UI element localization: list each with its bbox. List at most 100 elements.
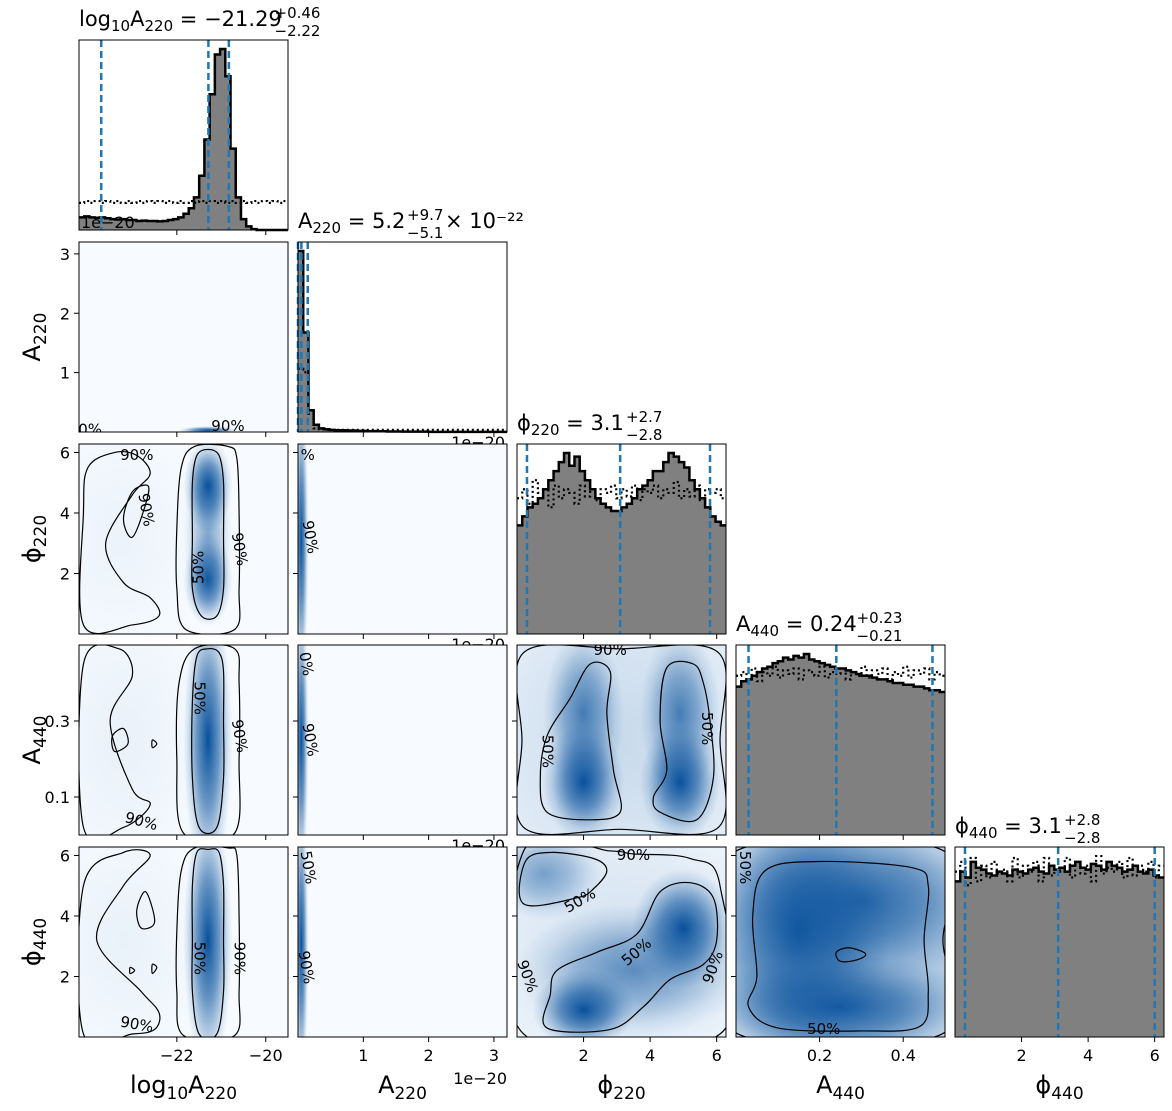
density-blob-3: [79, 444, 217, 634]
title-lower-err: −2.22: [275, 22, 321, 40]
contour-label-1: 90%: [295, 949, 319, 985]
y-axis-label-phi440: ϕ440: [18, 918, 51, 966]
y-tick-label: 6: [60, 443, 70, 462]
density-panel-log10A220-A440: 90%50%90%: [79, 645, 288, 835]
contour-label-1: 50%: [191, 942, 209, 975]
offset-label: 1e−20: [81, 213, 135, 232]
prior-step: [79, 199, 288, 204]
panel-frame: [735, 644, 946, 836]
title-suffix: × 10⁻²²: [445, 209, 524, 233]
contour-line-0: [747, 860, 930, 1032]
density-bg: [298, 645, 507, 835]
panel-bg: [79, 40, 288, 230]
contour-label-0: 50%: [807, 1020, 840, 1038]
panel-bg: [298, 242, 507, 432]
x-tick-label: 1: [358, 1046, 368, 1065]
param-title-log10A220: log10A220 = −21.29: [79, 7, 282, 35]
param-title-A220: A220 = 5.2: [298, 209, 405, 237]
density-blob-1: [79, 645, 222, 835]
param-title-A440: A440 = 0.24: [736, 612, 857, 640]
density-blob-0: [298, 645, 309, 835]
x-tick-label: 0.2: [807, 1046, 832, 1065]
offset-label: 1e−20: [453, 1069, 507, 1088]
y-tick-label: 1: [60, 364, 70, 383]
title-upper-err: +2.8: [1064, 811, 1100, 829]
x-tick-label: −20: [249, 1046, 283, 1065]
density-blob-0: [298, 847, 309, 1037]
density-bg: [298, 444, 507, 634]
y-tick-label: 2: [60, 967, 70, 986]
contour-line-2: [79, 450, 161, 634]
panel-frame: [954, 846, 1165, 1038]
title-upper-err: +0.46: [275, 4, 321, 22]
contour-line-2: [835, 947, 867, 963]
panel-frame: [78, 846, 289, 1038]
contour-line-1: [652, 660, 715, 823]
x-axis-label-phi440: ϕ440: [1035, 1071, 1083, 1104]
prior-step: [955, 854, 1164, 887]
contour-line-1: [518, 851, 608, 907]
prior-step: [736, 665, 945, 683]
density-panel-log10A220-phi440: 90% 50% 90%: [79, 847, 288, 1037]
hist-panel-phi440: ϕ440 = 3.1 +2.8−2.8: [954, 811, 1165, 1042]
contour-line-1: [736, 847, 945, 1037]
panel-frame: [297, 241, 508, 433]
y-tick-label: 6: [60, 846, 70, 865]
contour-label-1: 50%: [191, 682, 209, 715]
x-tick-label: 2: [1016, 1046, 1026, 1065]
posterior-step: [79, 47, 288, 232]
title-lower-err: −0.21: [857, 627, 903, 645]
density-blob-1: [79, 847, 222, 1037]
density-blob-4: [517, 645, 726, 835]
density-panel-log10A220-phi220: 90% 90% 50% 90%: [79, 444, 288, 634]
contour-label-1: 90%: [298, 519, 322, 555]
contour-line-3: [111, 727, 129, 753]
posterior-fill: [517, 453, 726, 634]
contour-label-1: 50%: [736, 851, 754, 884]
y-tick-label: 3: [60, 245, 70, 264]
contour-line-0: [191, 448, 225, 620]
title-upper-err: +9.7: [407, 206, 443, 224]
panel-frame: [297, 443, 508, 635]
panel-frame: [78, 39, 289, 231]
contour-label-1: 90%: [298, 722, 322, 758]
density-blob-0: [178, 426, 238, 432]
panel-frame: [735, 846, 946, 1038]
title-upper-err: +0.23: [857, 609, 903, 627]
prior-step: [517, 479, 726, 509]
contour-line-1: [175, 645, 241, 835]
panel-frame: [78, 644, 289, 836]
contour-line-2: [79, 645, 151, 835]
contour-label-2: 90%: [231, 942, 249, 975]
x-tick-label: 6: [712, 1046, 722, 1065]
prior-step: [298, 367, 507, 431]
hist-panel-log10A220: log10A220 = −21.29+0.46−2.22: [78, 4, 321, 235]
y-tick-label: 0.3: [45, 712, 70, 731]
contour-line-0: [191, 647, 225, 835]
contour-line-1: [175, 847, 241, 1037]
density-panel-A220-phi440: 50% 90%: [295, 847, 507, 1037]
param-title-phi220: ϕ220 = 3.1: [517, 411, 624, 439]
panel-frame: [78, 241, 289, 433]
contour-line-0: [542, 881, 719, 1033]
density-bg: [298, 847, 507, 1037]
x-axis-label-phi220: ϕ220: [597, 1071, 645, 1104]
posterior-step: [736, 652, 945, 694]
contour-label-1: 0%: [78, 421, 102, 439]
density-panel-log10A220-A220: 90% 0%: [78, 242, 288, 439]
x-tick-label: 0.4: [890, 1046, 915, 1065]
density-panel-A440-phi440: 50% 50%: [736, 847, 945, 1038]
x-tick-label: 4: [1083, 1046, 1093, 1065]
title-lower-err: −5.1: [407, 224, 443, 242]
y-tick-label: 2: [60, 564, 70, 583]
title-upper-err: +2.7: [626, 408, 662, 426]
density-blob-0: [298, 444, 309, 634]
contour-line-3: [136, 891, 156, 930]
posterior-step: [517, 451, 726, 527]
x-tick-label: −22: [160, 1046, 194, 1065]
contour-label-0: 0%: [295, 651, 317, 678]
contour-label-2: 50%: [190, 551, 208, 584]
x-axis-label-log10A220: log10A220: [130, 1071, 237, 1104]
x-tick-label: 3: [489, 1046, 499, 1065]
